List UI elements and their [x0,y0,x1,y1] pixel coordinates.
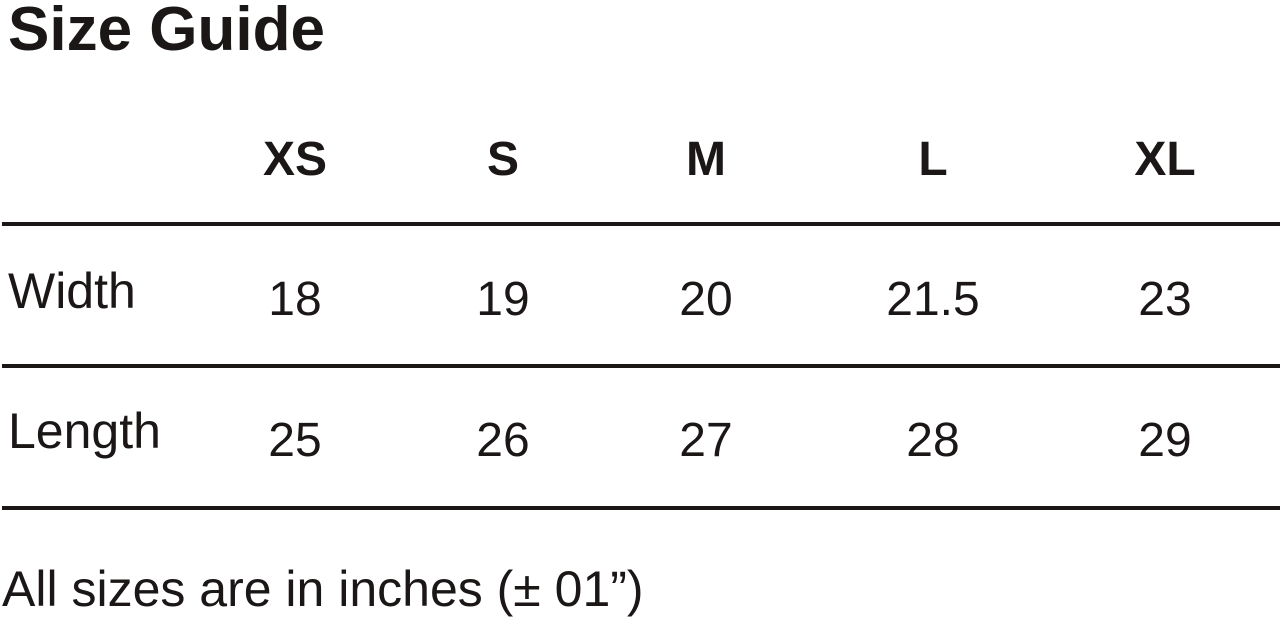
footnote: All sizes are in inches (± 01”) [2,561,644,617]
divider [2,222,1280,226]
column-header-l: L [918,133,948,186]
table-cell: 27 [679,414,733,467]
table-cell: 29 [1138,414,1192,467]
table-cell: 18 [268,273,322,326]
column-header-xs: XS [262,133,328,186]
column-header-s: S [486,133,520,186]
table-cell: 19 [476,273,530,326]
column-header-m: M [686,133,726,186]
row-label-length: Length [8,403,161,459]
column-header-xl: XL [1134,133,1196,186]
table-cell: 20 [679,273,733,326]
table-cell: 21.5 [886,273,980,326]
row-label-width: Width [8,263,136,319]
page-title: Size Guide [8,0,325,64]
divider [2,506,1280,510]
table-cell: 26 [476,414,530,467]
table-cell: 25 [268,414,322,467]
table-cell: 28 [906,414,960,467]
table-cell: 23 [1138,273,1192,326]
divider [2,364,1280,368]
